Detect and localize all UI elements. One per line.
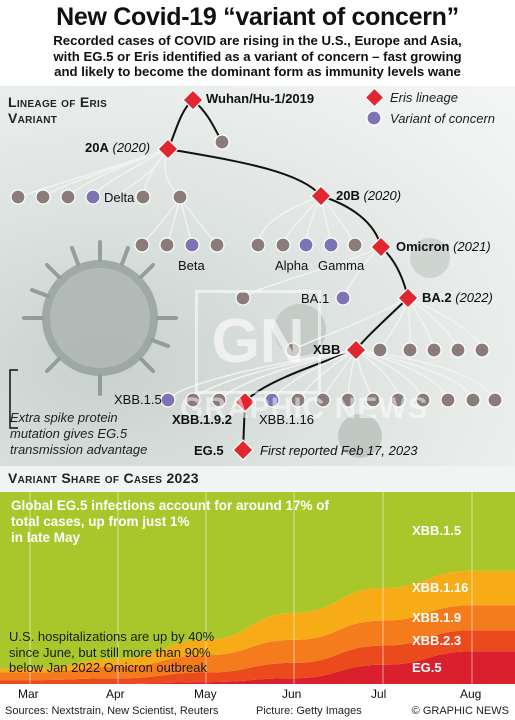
xbb15-node (160, 392, 176, 408)
series-label: XBB.1.16 (412, 580, 469, 595)
label-ba2-year: (2022) (455, 290, 493, 305)
beta-node (184, 237, 200, 253)
legend-eris: Eris lineage (390, 90, 458, 105)
legend-diamond-icon (364, 87, 385, 108)
20a-diamond (157, 138, 179, 160)
omicron-diamond (370, 236, 392, 258)
label-xbb: XBB (313, 342, 341, 357)
wuhan-diamond (182, 89, 204, 111)
alpha-node (298, 237, 314, 253)
delta-node (85, 189, 101, 205)
lineage-heading: Lineage of Eris Variant (8, 94, 107, 126)
label-eg5-note: First reported Feb 17, 2023 (260, 443, 418, 458)
lineage-tree (9, 87, 503, 461)
x-tick-label: May (194, 687, 217, 701)
spike-note-line: transmission advantage (10, 442, 148, 457)
page-subtitle: Recorded cases of COVID are rising in th… (0, 33, 515, 80)
share-heading-bar (0, 466, 515, 492)
subtitle-line: with EG.5 or Eris identified as a varian… (53, 48, 462, 64)
label-20a-year: (2020) (112, 140, 151, 155)
label-gamma: Gamma (318, 258, 365, 273)
label-20b-name: 20B (336, 188, 360, 203)
label-beta: Beta (178, 258, 205, 273)
spike-note-line: mutation gives EG.5 (10, 426, 128, 441)
chart-note-line: since June, but still more than 90% (9, 644, 211, 660)
watermark-text: GRAPHIC NEWS (180, 392, 429, 425)
area-series-xbb116 (0, 570, 515, 673)
chart-note-line: U.S. hospitalizations are up by 40% (9, 629, 215, 644)
chart-note-global: Global EG.5 infections account for aroun… (11, 498, 329, 546)
chart-note-us: U.S. hospitalizations are up by 40% sinc… (9, 629, 214, 676)
label-eg5: EG.5 (194, 443, 224, 458)
area-series-xbb15 (0, 492, 515, 669)
note-bracket (9, 369, 18, 429)
series-label: EG.5 (412, 659, 442, 675)
series-label: XBB.2.3 (412, 632, 462, 648)
eg5-diamond (232, 439, 254, 461)
lineage-heading-line: Variant (8, 110, 58, 126)
watermark-logo: GN (195, 290, 321, 394)
spike-note: Extra spike protein mutation gives EG.5 … (10, 410, 147, 458)
x-axis: Mar Apr May Jun Jul Aug (0, 684, 515, 704)
footer-picture: Picture: Getty Images (256, 705, 362, 717)
label-ba1: BA.1 (301, 291, 330, 306)
label-20b-year: (2020) (363, 188, 402, 203)
label-omicron-year: (2021) (453, 239, 491, 254)
ba1-node (335, 290, 351, 306)
label-xbb116: XBB.1.16 (259, 412, 314, 427)
footer-sources: Sources: Nextstrain, New Scientist, Reut… (5, 705, 219, 717)
label-20a: 20A (2020) (85, 140, 150, 155)
label-ba2: BA.2 (2022) (422, 290, 493, 305)
ba2-diamond (397, 287, 419, 309)
subtitle-line: Recorded cases of COVID are rising in th… (53, 33, 462, 48)
lineage-heading-line: Lineage of Eris (8, 94, 108, 110)
x-tick-label: Jul (371, 687, 387, 701)
chart-note-line: Global EG.5 infections account for aroun… (11, 498, 330, 513)
label-20a-name: 20A (85, 140, 109, 155)
x-tick-label: Mar (18, 687, 39, 701)
share-heading: Variant Share of Cases 2023 (8, 470, 199, 486)
label-xbb15: XBB.1.5 (114, 392, 162, 407)
series-label: XBB.1.5 (412, 523, 462, 539)
area-series-eg5 (0, 651, 515, 684)
label-omicron-name: Omicron (396, 239, 450, 254)
x-tick-label: Apr (106, 687, 125, 701)
footer: Sources: Nextstrain, New Scientist, Reut… (0, 703, 515, 720)
header: New Covid-19 “variant of concern” Record… (0, 0, 515, 86)
chart-note-line: total cases, up from just 1% (11, 514, 190, 529)
label-delta: Delta (104, 190, 135, 205)
label-ba2-name: BA.2 (422, 290, 452, 305)
xbb192-diamond (234, 391, 256, 413)
footer-credit: © GRAPHIC NEWS (411, 705, 509, 717)
area-series-xbb19 (0, 605, 515, 681)
label-20b: 20B (2020) (336, 188, 401, 203)
x-tick-label: Jun (282, 687, 302, 701)
label-xbb192: XBB.1.9.2 (172, 412, 232, 427)
spike-note-line: Extra spike protein (10, 410, 118, 425)
legend-concern: Variant of concern (390, 111, 496, 126)
20b-diamond (310, 185, 332, 207)
x-tick-label: Aug (460, 687, 482, 701)
virus-illustration (22, 238, 450, 458)
series-label: XBB.1.9 (412, 609, 462, 625)
gamma-node (323, 237, 339, 253)
chart-note-line: below Jan 2022 Omicron outbreak (9, 660, 208, 675)
label-omicron: Omicron (2021) (396, 239, 491, 254)
subtitle-line: and likely to become the dominant form a… (54, 64, 461, 79)
area-series-xbb23 (0, 630, 515, 684)
page-title: New Covid-19 “variant of concern” (56, 3, 459, 31)
variant-share-chart (0, 492, 515, 684)
label-wuhan: Wuhan/Hu-1/2019 (206, 91, 315, 106)
chart-note-line: in late May (11, 530, 81, 545)
label-alpha: Alpha (275, 258, 309, 273)
xbb-diamond (345, 339, 367, 361)
legend-circle-icon (366, 110, 382, 126)
